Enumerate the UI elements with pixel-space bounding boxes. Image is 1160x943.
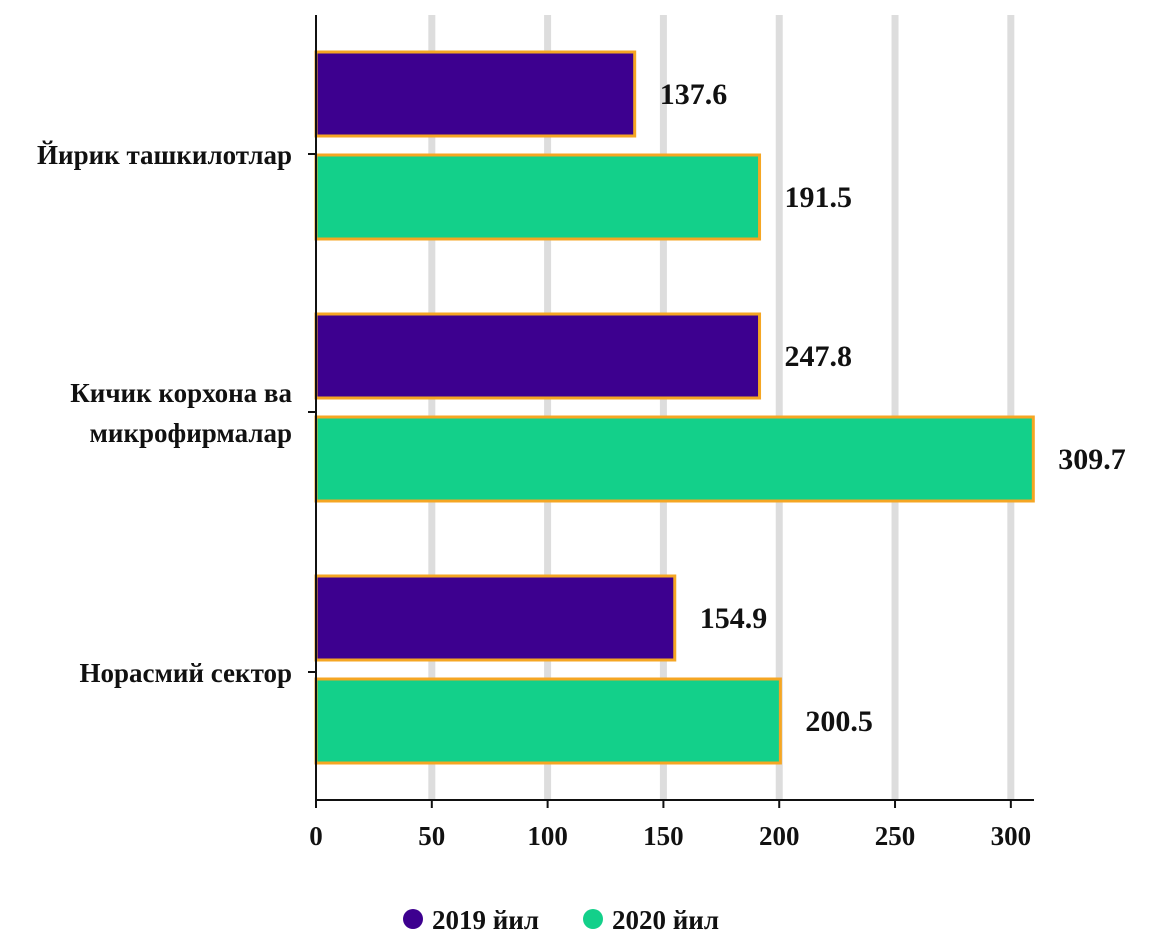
data-label: 137.6	[660, 78, 728, 111]
labels: 137.6 247.8 154.9 191.5 309.7 200.5 0 50 100 150 2…	[37, 78, 1126, 851]
bar-2019-йил-0	[314, 50, 637, 138]
legend: 2019 йил 2020 йил	[403, 905, 719, 935]
x-tick-label: 300	[991, 821, 1032, 851]
x-tick-label: 0	[309, 821, 323, 851]
x-tick-label: 50	[418, 821, 445, 851]
bar-2019-йил-1	[314, 312, 762, 400]
data-label: 191.5	[785, 181, 853, 214]
legend-label: 2019 йил	[432, 905, 539, 935]
data-label: 200.5	[805, 705, 873, 738]
gridlines	[428, 15, 1015, 800]
x-tick-label: 200	[759, 821, 800, 851]
legend-marker	[403, 909, 423, 929]
legend-marker	[583, 909, 603, 929]
bar-2019-йил-2	[314, 574, 677, 662]
category-label: Норасмий сектор	[79, 658, 292, 688]
bar-2020-йил-0	[314, 153, 762, 241]
axes	[308, 15, 1034, 808]
bars	[314, 50, 1035, 765]
bar-2020-йил-1	[314, 415, 1035, 503]
data-label: 247.8	[785, 340, 853, 373]
legend-label: 2020 йил	[612, 905, 719, 935]
x-tick-label: 150	[643, 821, 684, 851]
data-label: 309.7	[1058, 443, 1126, 476]
category-label: микрофирмалар	[90, 418, 292, 448]
x-tick-label: 250	[875, 821, 916, 851]
category-label: Йирик ташкилотлар	[37, 140, 292, 170]
category-label: Кичик корхона ва	[70, 378, 292, 408]
x-tick-label: 100	[527, 821, 568, 851]
data-label: 154.9	[700, 602, 768, 635]
bar-2020-йил-2	[314, 677, 782, 765]
